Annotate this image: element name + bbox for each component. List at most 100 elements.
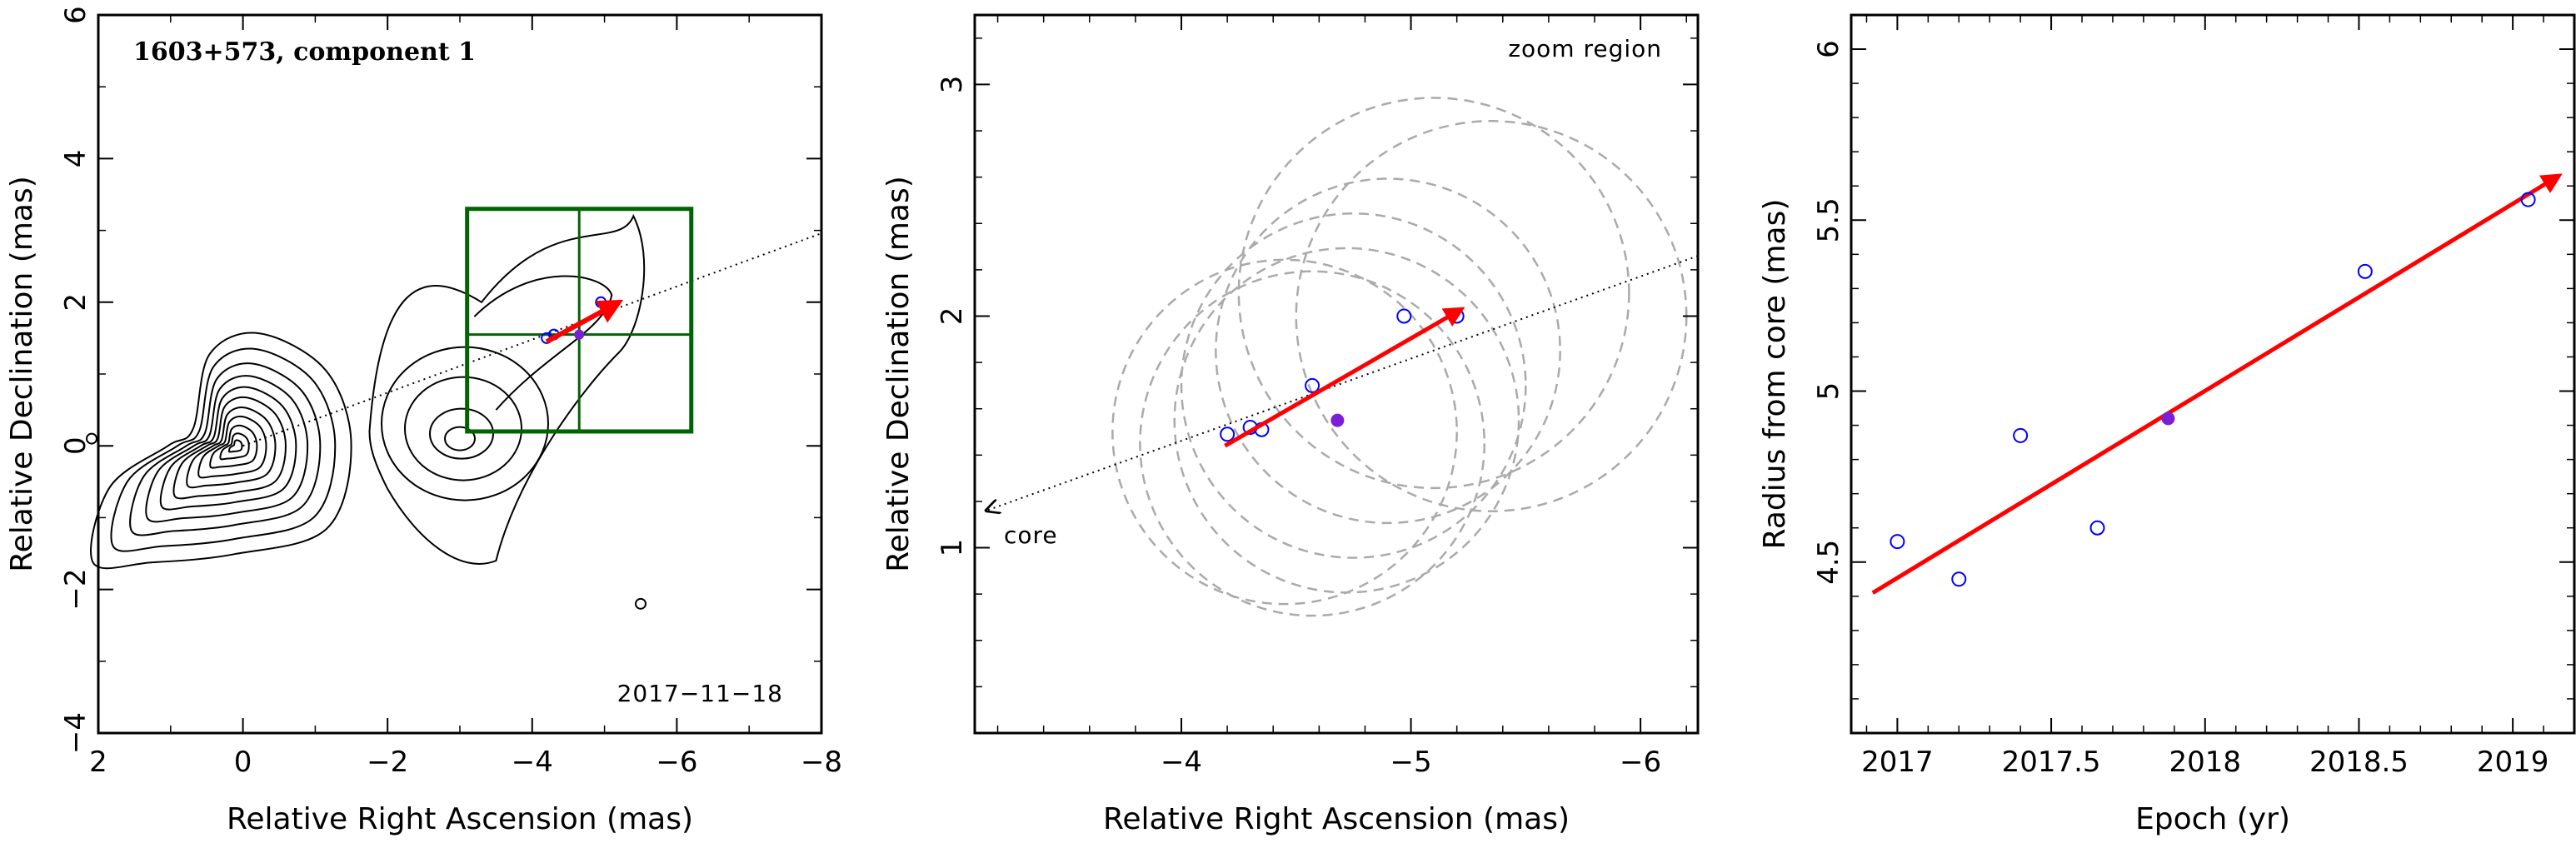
panel2-circles [1111,97,1688,617]
core-contour [219,432,250,461]
panel1-frame [97,13,823,735]
panel3-x-tick-labels: 2017 2017.5 2018 2018.5 2019 [1861,746,2549,779]
panel2-y-tick-labels: 1 2 3 [936,76,969,557]
jet-contour [381,346,549,501]
y-tick-label: 3 [936,76,969,94]
panel1-y-tick-labels: −4 −2 0 2 4 6 [59,6,92,754]
core-contour [129,362,322,536]
y-tick-label: 2 [59,293,92,312]
x-tick-label: −6 [1620,746,1661,779]
core-contour [159,386,297,511]
open-point [1220,426,1236,442]
panel2-annotation: zoom region [1508,35,1662,62]
panel2-ticks [975,15,1698,734]
panel2-trajectory [986,255,1699,511]
core-contour [145,375,309,523]
panel1-trajectory [242,232,822,447]
x-tick-label: −6 [656,746,697,779]
panel-zoom: −4 −5 −6 1 2 3 zoom region core Relative Rig… [881,13,1700,836]
x-tick-label: −5 [1390,746,1431,779]
open-point [2520,192,2536,207]
jet-inner-contour [473,275,613,411]
open-point [595,296,607,308]
open-point [1305,377,1320,393]
x-tick-label: 2017.5 [2002,746,2101,779]
x-tick-label: 2 [89,746,107,779]
jet-contour [444,426,476,451]
panel3-frame [1850,13,2576,735]
panel-radius: 2017 2017.5 2018 2018.5 2019 4.5 5 5.5 6 Epoch … [1758,13,2576,836]
panel2-x-tick-labels: −4 −5 −6 [1161,746,1661,779]
core-contour [197,415,267,479]
y-tick-label: 1 [936,539,969,557]
beam-circle [1215,177,1561,525]
filled-point [574,329,585,340]
panel3-y-tick-labels: 4.5 5 5.5 6 [1812,40,1845,585]
panel3-points [1890,192,2536,587]
panel2-x-axis-title: Relative Right Ascension (mas) [1103,802,1570,836]
beam-circle [1180,212,1527,559]
open-point [1890,534,1905,550]
x-tick-label: 2019 [2477,746,2549,779]
core-contour [186,407,277,489]
trajectory-line-to-core [986,255,1699,511]
motion-vector-arrow [1224,307,1465,448]
core-contour [172,396,287,500]
panel1-title: 1603+573, component 1 [133,37,476,67]
x-tick-label: 0 [234,746,252,779]
beam-circle [1111,258,1458,606]
panel1-zoom-box [465,207,694,434]
panel1-x-axis-title: Relative Right Ascension (mas) [227,802,693,836]
y-tick-label: −4 [59,712,92,754]
x-tick-label: 2017 [1861,746,1934,779]
panel3-fit-line [1871,173,2563,595]
y-tick-label: 4 [59,150,92,168]
x-tick-label: 2018 [2169,746,2242,779]
panel3-y-axis-title: Radius from core (mas) [1758,199,1792,550]
y-tick-label: 6 [59,6,92,24]
x-tick-label: −4 [512,746,553,779]
jet-outer-contour [368,213,646,565]
panel3-x-axis-title: Epoch (yr) [2135,802,2290,836]
panel1-x-tick-labels: 2 0 −2 −4 −6 −8 [89,746,842,779]
y-tick-label: 0 [59,436,92,455]
panel2-core-label: core [1004,521,1058,549]
filled-point [2161,412,2175,426]
panel2-frame [973,13,1700,735]
panel1-y-axis-title: Relative Declination (mas) [5,176,39,572]
panel2-motion-arrow [1224,307,1465,448]
jet-contour [404,376,522,481]
x-tick-label: −4 [1161,746,1202,779]
panel2-y-axis-title: Relative Declination (mas) [881,176,916,572]
beam-circle [1173,247,1520,594]
fit-line-arrow [1871,173,2563,595]
panel-map: 2 0 −2 −4 −6 −8 −4 −2 0 2 4 6 1603+573, component … [5,6,842,836]
panel1-points [541,296,607,344]
panel1-date: 2017−11−18 [617,680,783,707]
noise-contour [86,432,97,445]
x-tick-label: 2018.5 [2309,746,2409,779]
beam-circle [1139,270,1485,617]
core-contour [227,439,243,453]
y-tick-label: 5.5 [1812,197,1845,242]
y-tick-label: 5 [1812,382,1845,401]
y-tick-label: 4.5 [1812,540,1845,585]
filled-point [1330,413,1345,427]
core-contour [90,332,352,570]
motion-vector-arrow [545,299,624,344]
open-point [2089,520,2105,536]
y-tick-label: 6 [1812,40,1845,58]
jet-contour [429,407,494,460]
open-point [2013,427,2029,443]
panel1-motion-arrow [545,299,624,344]
core-contour [209,424,258,469]
trajectory-line [242,232,822,447]
noise-contour [635,597,646,610]
open-point [1396,308,1412,324]
y-tick-label: 2 [936,307,969,326]
y-tick-label: −2 [59,569,92,611]
x-tick-label: −8 [801,746,842,779]
panel1-ticks [97,14,822,734]
panel3-ticks [1851,15,2575,733]
